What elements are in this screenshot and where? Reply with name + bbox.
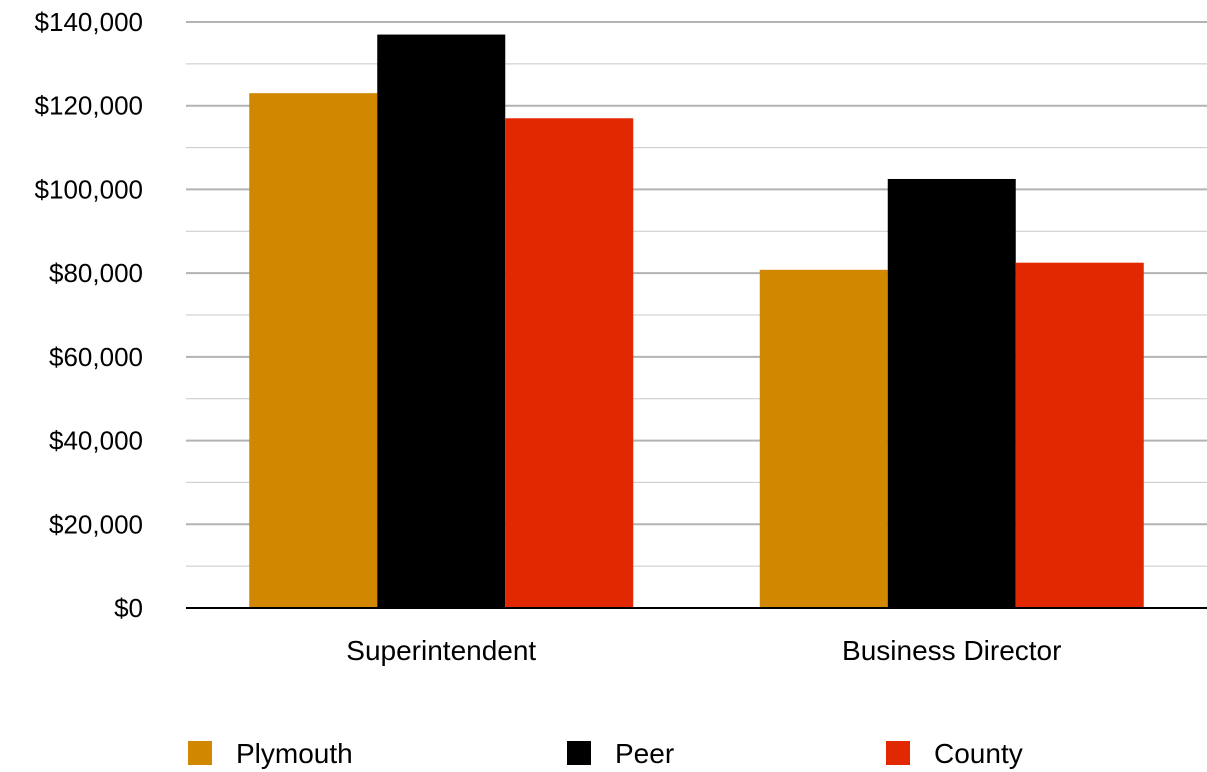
- legend: Plymouth Peer County: [188, 738, 1023, 769]
- y-tick-label: $60,000: [49, 342, 143, 372]
- legend-label: County: [934, 738, 1023, 769]
- y-tick-label: $140,000: [35, 7, 143, 37]
- legend-label: Peer: [615, 738, 674, 769]
- legend-label: Plymouth: [236, 738, 353, 769]
- bar-county-business-director: [1015, 262, 1144, 608]
- y-tick-label: $40,000: [49, 426, 143, 456]
- legend-item-peer: Peer: [567, 738, 674, 769]
- x-category-label: Superintendent: [346, 635, 536, 666]
- legend-swatch: [188, 741, 212, 765]
- bar-county-superintendent: [505, 118, 634, 609]
- y-tick-label: $100,000: [35, 174, 143, 204]
- legend-item-county: County: [886, 738, 1023, 769]
- legend-item-plymouth: Plymouth: [188, 738, 353, 769]
- y-tick-label: $120,000: [35, 91, 143, 121]
- bars: [249, 34, 1144, 609]
- bar-peer-business-director: [887, 178, 1016, 608]
- bar-plymouth-superintendent: [249, 93, 378, 608]
- y-tick-label: $80,000: [49, 258, 143, 288]
- x-axis-category-labels: Superintendent Business Director: [346, 635, 1061, 666]
- bar-plymouth-business-director: [759, 269, 888, 608]
- legend-swatch: [886, 741, 910, 765]
- y-axis-tick-labels: $0 $20,000 $40,000 $60,000 $80,000 $100,000 $1…: [35, 7, 143, 623]
- bar-peer-superintendent: [377, 34, 506, 609]
- y-tick-label: $20,000: [49, 509, 143, 539]
- x-category-label: Business Director: [842, 635, 1061, 666]
- legend-swatch: [567, 741, 591, 765]
- y-tick-label: $0: [114, 593, 143, 623]
